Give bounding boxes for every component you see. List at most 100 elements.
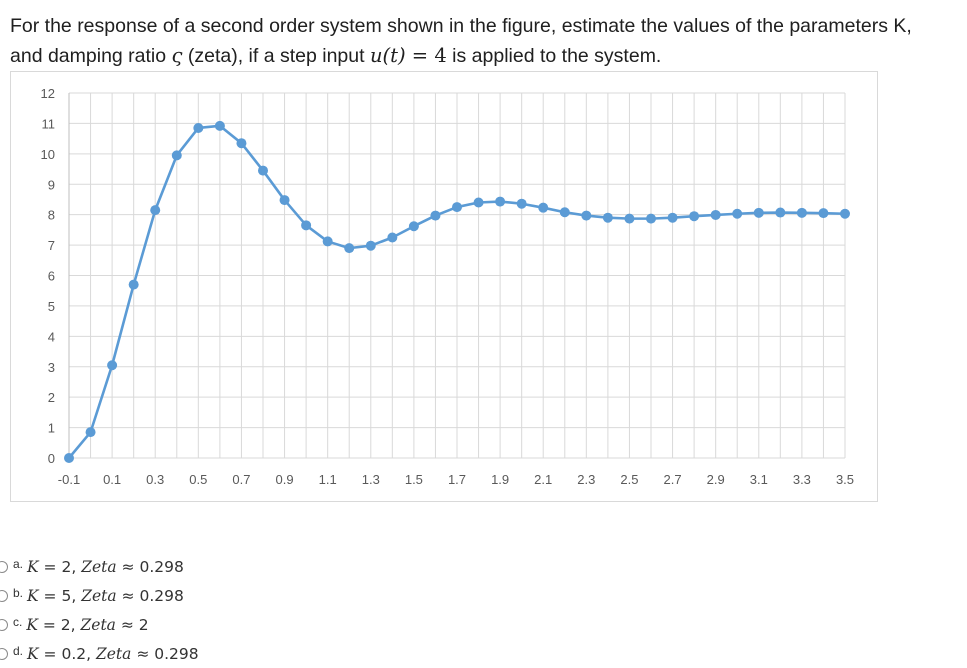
x-tick-label: 1.7 xyxy=(448,472,466,487)
data-point xyxy=(840,208,850,219)
option-b-radio[interactable] xyxy=(0,589,8,602)
x-tick-label: 0.3 xyxy=(146,472,164,487)
option-d[interactable]: d. K = 0.2, Zeta ≈ 0.298 xyxy=(0,639,199,668)
data-point xyxy=(150,205,161,216)
data-point xyxy=(624,213,635,224)
data-point xyxy=(581,210,592,221)
data-point xyxy=(214,120,225,131)
option-a-zeta-value: ≈ 0.298 xyxy=(121,557,184,576)
x-tick-label: 2.5 xyxy=(620,472,638,487)
y-tick-label: 12 xyxy=(41,86,55,101)
x-tick-label: 0.5 xyxy=(189,472,207,487)
option-c-radio[interactable] xyxy=(0,618,8,631)
option-a-zeta-label: Zeta xyxy=(81,557,117,576)
option-a-text: K = 2, Zeta ≈ 0.298 xyxy=(27,558,184,576)
y-tick-label: 2 xyxy=(48,390,55,405)
data-point xyxy=(473,197,484,208)
option-d-k-label: K xyxy=(27,644,39,663)
data-point xyxy=(85,427,96,438)
data-point xyxy=(559,207,570,218)
option-c-zeta-label: Zeta xyxy=(80,615,116,634)
data-point xyxy=(516,198,527,209)
option-b-k-value: = 5, xyxy=(43,586,77,605)
data-point xyxy=(344,243,355,254)
option-d-radio[interactable] xyxy=(0,647,8,660)
data-point xyxy=(430,210,441,221)
data-point xyxy=(365,240,376,251)
option-d-zeta-label: Zeta xyxy=(95,644,132,663)
x-tick-label: 1.9 xyxy=(491,472,509,487)
data-point xyxy=(128,279,139,290)
option-c-text: K = 2, Zeta ≈ 2 xyxy=(26,616,148,634)
answer-options: a. K = 2, Zeta ≈ 0.298 b. K = 5, Zeta ≈ … xyxy=(0,552,199,668)
option-b[interactable]: b. K = 5, Zeta ≈ 0.298 xyxy=(0,581,199,610)
data-point xyxy=(236,138,247,149)
question-line-2: and damping ratio ς (zeta), if a step in… xyxy=(10,41,960,71)
x-tick-label: 3.1 xyxy=(750,472,768,487)
x-tick-label: 0.1 xyxy=(103,472,121,487)
option-d-letter: d. xyxy=(13,643,24,658)
x-tick-label: 1.3 xyxy=(362,472,380,487)
x-tick-label: 3.3 xyxy=(793,472,811,487)
data-point xyxy=(753,207,764,218)
data-point xyxy=(538,202,549,213)
option-a-k-value: = 2, xyxy=(43,557,77,576)
option-b-zeta-value: ≈ 0.298 xyxy=(121,586,184,605)
y-tick-label: 10 xyxy=(41,147,55,162)
data-point xyxy=(193,122,204,133)
x-tick-label: 1.5 xyxy=(405,472,423,487)
data-point xyxy=(171,150,182,161)
question-line-1: For the response of a second order syste… xyxy=(10,15,912,37)
option-d-text: K = 0.2, Zeta ≈ 0.298 xyxy=(27,645,199,663)
data-point xyxy=(495,196,506,207)
option-d-zeta-value: ≈ 0.298 xyxy=(136,644,199,663)
question-line-2-part-c: is applied to the system. xyxy=(446,45,662,67)
x-tick-label: 2.1 xyxy=(534,472,552,487)
option-c[interactable]: c. K = 2, Zeta ≈ 2 xyxy=(0,610,199,639)
y-tick-label: 0 xyxy=(48,451,55,466)
data-point xyxy=(64,453,74,463)
data-point xyxy=(301,220,312,231)
data-point xyxy=(796,207,807,218)
data-point xyxy=(689,211,700,222)
data-point xyxy=(107,360,118,371)
data-point xyxy=(452,202,462,213)
input-expression: u(t) xyxy=(369,44,406,67)
x-tick-label: 3.5 xyxy=(836,472,854,487)
x-tick-label: -0.1 xyxy=(58,472,80,487)
data-point xyxy=(667,212,678,223)
data-point xyxy=(258,165,268,176)
option-a-k-label: K xyxy=(27,557,39,576)
option-c-zeta-value: ≈ 2 xyxy=(120,615,149,634)
x-tick-label: 0.7 xyxy=(232,472,250,487)
option-c-letter: c. xyxy=(13,614,23,629)
step-response-chart: 0 1 2 3 4 5 6 7 8 9 10 11 12 -0.1 0.1 0.3 0.5 0.7 0.9 1.1 1.… xyxy=(10,71,878,502)
data-point xyxy=(408,221,419,232)
data-point xyxy=(775,207,786,218)
option-c-k-label: K xyxy=(26,615,38,634)
input-value: = 4 xyxy=(405,44,447,67)
option-d-k-value: = 0.2, xyxy=(43,644,92,663)
option-a-radio[interactable] xyxy=(0,560,8,573)
x-tick-label: 0.9 xyxy=(276,472,294,487)
option-a[interactable]: a. K = 2, Zeta ≈ 0.298 xyxy=(0,552,199,581)
y-tick-label: 7 xyxy=(48,238,55,253)
data-point xyxy=(279,195,290,206)
option-a-letter: a. xyxy=(13,556,24,571)
data-point xyxy=(732,208,743,219)
zeta-symbol: ς xyxy=(171,44,183,67)
x-tick-label: 2.3 xyxy=(577,472,595,487)
data-point xyxy=(710,209,721,220)
question-text: For the response of a second order syste… xyxy=(10,12,960,71)
data-point xyxy=(387,232,398,243)
y-tick-label: 11 xyxy=(42,116,56,131)
y-tick-label: 1 xyxy=(48,421,55,436)
option-b-zeta-label: Zeta xyxy=(81,586,117,605)
option-b-text: K = 5, Zeta ≈ 0.298 xyxy=(27,587,184,605)
x-tick-label: 2.7 xyxy=(664,472,682,487)
data-point xyxy=(818,208,829,219)
question-line-2-part-a: and damping ratio xyxy=(10,45,172,67)
question-line-2-part-b: (zeta), if a step input xyxy=(182,45,370,67)
option-b-k-label: K xyxy=(27,586,39,605)
y-tick-label: 6 xyxy=(48,269,55,284)
